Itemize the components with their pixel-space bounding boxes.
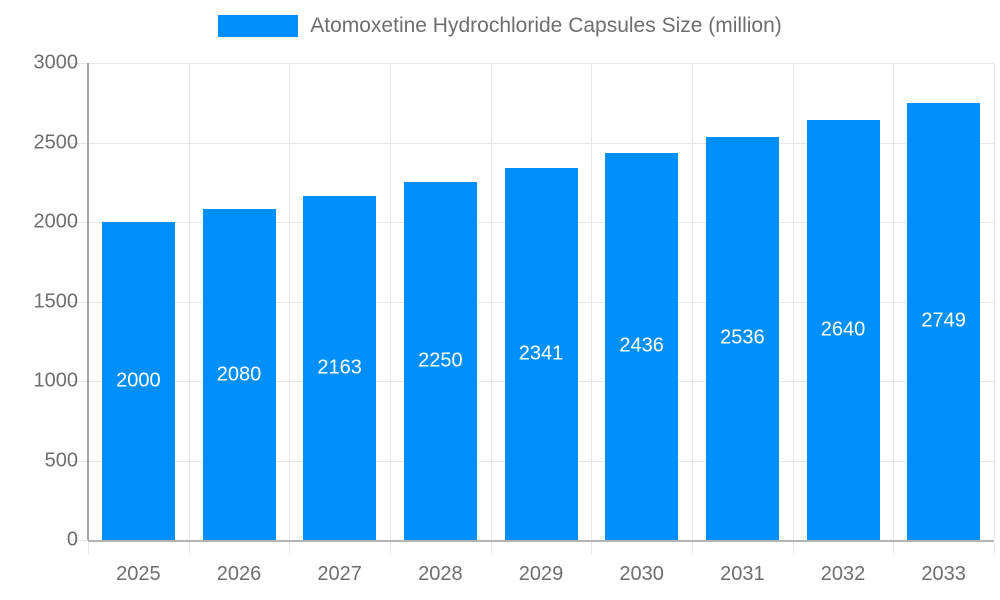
x-axis-label: 2029 (518, 563, 564, 585)
x-tick (994, 542, 995, 555)
x-axis-line (88, 540, 994, 542)
x-axis-label: 2028 (418, 563, 463, 585)
h-gridline (68, 63, 994, 64)
v-gridline (994, 63, 995, 540)
bar[interactable] (403, 182, 477, 540)
y-axis-label: 500 (44, 449, 78, 471)
bar-value-label: 2163 (317, 356, 362, 379)
x-axis-label: 2027 (317, 563, 362, 585)
legend-swatch-icon (218, 15, 299, 37)
x-axis-label: 2025 (116, 563, 161, 585)
y-axis-label: 3000 (33, 51, 79, 74)
v-gridline (692, 63, 693, 540)
y-axis-label: 2500 (33, 131, 79, 153)
v-gridline (390, 63, 391, 540)
y-axis-line (87, 63, 89, 540)
x-tick (88, 542, 89, 555)
v-gridline (591, 63, 593, 540)
x-tick (792, 542, 794, 555)
y-axis-label: 1000 (33, 369, 79, 392)
x-axis-label: 2030 (619, 563, 664, 585)
x-tick (289, 542, 291, 555)
x-tick (591, 542, 593, 555)
x-tick (692, 542, 693, 555)
x-tick (188, 542, 190, 555)
h-gridline (68, 142, 994, 144)
v-gridline (893, 63, 895, 540)
x-axis-label: 2031 (720, 563, 765, 585)
bar[interactable] (504, 167, 578, 540)
bar[interactable] (101, 222, 175, 540)
bar[interactable] (202, 209, 276, 540)
bar-value-label: 2080 (216, 363, 262, 386)
bar-value-label: 2536 (720, 326, 765, 349)
bar-value-label: 2341 (518, 342, 564, 365)
bar[interactable] (907, 102, 981, 540)
legend-label: Atomoxetine Hydrochloride Capsules Size … (310, 14, 782, 37)
y-axis-label: 1500 (33, 290, 79, 312)
x-tick (893, 542, 895, 555)
v-gridline (188, 63, 190, 540)
bar-value-label: 2000 (116, 369, 161, 392)
bar-value-label: 2640 (820, 318, 866, 341)
bar[interactable] (806, 120, 880, 540)
legend[interactable]: Atomoxetine Hydrochloride Capsules Size … (0, 14, 1000, 38)
v-gridline (289, 63, 291, 540)
y-axis-label: 2000 (33, 210, 79, 233)
x-axis-label: 2026 (216, 563, 262, 585)
x-tick (490, 542, 492, 555)
y-tick (68, 540, 88, 541)
x-axis-label: 2033 (921, 563, 966, 585)
x-axis-label: 2032 (820, 563, 866, 585)
v-gridline (490, 63, 492, 540)
bar[interactable] (605, 152, 679, 540)
v-gridline (792, 63, 794, 540)
bar[interactable] (705, 136, 779, 540)
bar-value-label: 2250 (418, 349, 463, 372)
x-tick (390, 542, 391, 555)
bar-value-label: 2749 (921, 309, 966, 332)
bar[interactable] (303, 196, 377, 540)
y-axis-label: 0 (66, 528, 78, 551)
bar-value-label: 2436 (619, 334, 664, 357)
